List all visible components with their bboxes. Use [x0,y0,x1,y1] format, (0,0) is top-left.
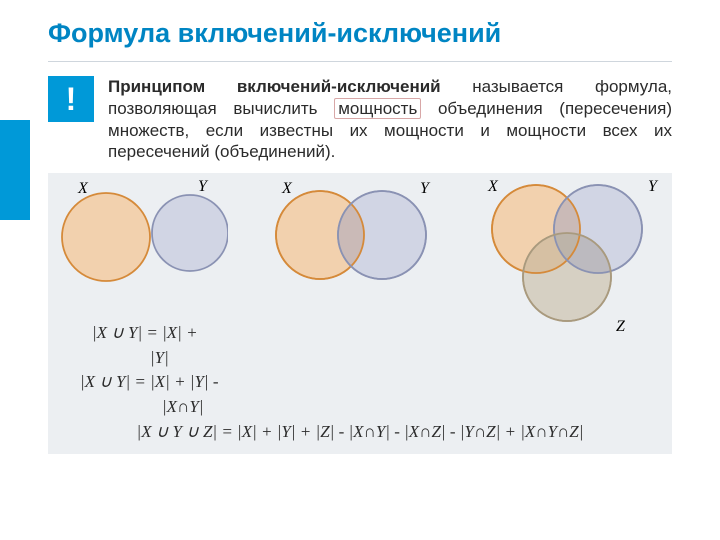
venn-three-overlap: X Y Z [458,173,678,348]
label-z: Z [616,318,626,335]
formula-2: |X ∪ Y| = |X| + |Y| - |X∩Y| [52,370,668,419]
exclamation-icon: ! [48,76,94,122]
venn-three-overlap-svg: X Y Z [458,173,678,343]
definition-lead: Принципом включений-исключений [108,77,441,96]
accent-sidebar [0,120,30,220]
venn-two-overlap: X Y [248,173,448,308]
label-y: Y [198,178,209,195]
circle-y [152,195,228,271]
venn-diagrams-panel: X Y X Y [48,173,672,313]
formula-1a: |X ∪ Y| = |X| + [92,323,198,342]
circle-x [62,193,150,281]
definition-highlight: мощность [334,98,421,119]
formula-1b: |Y| [92,348,169,367]
venn-disjoint: X Y [48,173,228,308]
formula-2a: |X ∪ Y| = |X| + |Y| - [80,372,219,391]
slide-root: Формула включений-исключений ! Принципом… [0,0,720,540]
label-x: X [487,178,499,195]
formula-2b: |X∩Y| [80,397,203,416]
venn-disjoint-svg: X Y [48,173,228,303]
label-x: X [77,180,89,197]
label-y: Y [648,178,659,195]
slide-title: Формула включений-исключений [0,0,720,55]
venn-two-overlap-svg: X Y [248,173,448,303]
formula-3: |X ∪ Y ∪ Z| = |X| + |Y| + |Z| - |X∩Y| - … [52,420,668,445]
definition-text: Принципом включений-исключений называетс… [108,76,672,163]
label-y: Y [420,180,431,197]
definition-block: ! Принципом включений-исключений называе… [48,76,672,163]
title-underline [48,61,672,62]
label-x: X [281,180,293,197]
